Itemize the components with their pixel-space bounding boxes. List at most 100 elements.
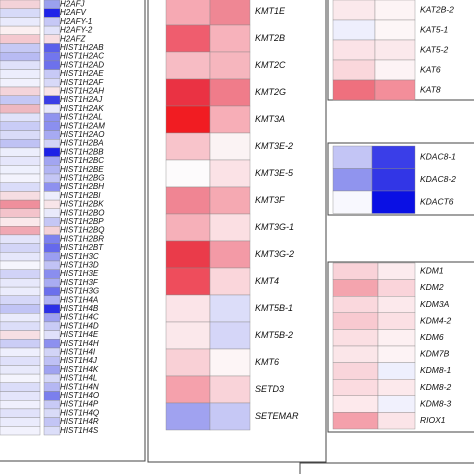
row-label: HIST1H4S xyxy=(60,426,99,435)
heatmap-cell xyxy=(43,208,61,218)
heatmap-cell xyxy=(43,373,61,384)
heatmap-cell xyxy=(0,225,41,236)
row-label: HIST1H4H xyxy=(60,339,99,348)
heatmap-cell xyxy=(43,156,61,166)
row-label: SETD3 xyxy=(255,384,284,394)
heatmap-cell xyxy=(165,78,211,107)
heatmap-cell xyxy=(43,417,61,427)
heatmap-cell xyxy=(43,243,61,253)
heatmap-cell xyxy=(43,313,61,323)
heatmap-cell xyxy=(332,362,379,380)
row-label: HIST1H2BA xyxy=(60,139,104,148)
heatmap-cell xyxy=(332,145,373,169)
row-label: KDM6 xyxy=(420,332,444,342)
row-label: HIST1H2BH xyxy=(60,182,104,191)
row-label: KAT2B-2 xyxy=(420,4,454,14)
heatmap-cell xyxy=(377,412,416,430)
heatmap-cell xyxy=(377,262,416,280)
heatmap-cell xyxy=(0,295,41,305)
heatmap-cell xyxy=(374,0,416,21)
row-label: HIST1H4N xyxy=(60,382,99,391)
heatmap-cell xyxy=(371,168,416,192)
heatmap-cell xyxy=(0,182,41,192)
heatmap-cell xyxy=(43,182,61,192)
row-label: HIST1H2BG xyxy=(60,173,104,182)
row-label: KMT3E-2 xyxy=(255,141,293,151)
heatmap-cell xyxy=(377,395,416,413)
row-label: HIST1H2AM xyxy=(60,121,105,130)
heatmap-cell xyxy=(209,267,251,296)
row-label: H2AFY-2 xyxy=(60,26,93,35)
row-label: HIST1H3G xyxy=(60,287,99,296)
heatmap-cell xyxy=(43,199,61,210)
heatmap-cell xyxy=(43,191,61,201)
heatmap-cell xyxy=(332,395,379,413)
heatmap-cell xyxy=(0,269,41,279)
heatmap-cell xyxy=(43,304,61,314)
heatmap-cell xyxy=(165,348,211,377)
row-label: HIST1H2BI xyxy=(60,191,101,200)
heatmap-cell xyxy=(0,356,41,366)
row-label: KMT3E-5 xyxy=(255,168,294,178)
row-label: KMT4 xyxy=(255,276,279,286)
heatmap-cell xyxy=(0,138,41,149)
heatmap-cell xyxy=(0,130,41,140)
heatmap-cell xyxy=(0,234,41,244)
row-label: KAT6 xyxy=(420,64,441,74)
heatmap-cell xyxy=(0,43,41,53)
row-label: H2AFZ xyxy=(60,34,86,43)
heatmap-cell xyxy=(165,267,211,296)
row-label: KMT3G-2 xyxy=(255,249,294,259)
heatmap-cell xyxy=(43,112,61,122)
heatmap-cell xyxy=(0,112,41,122)
heatmap-cell xyxy=(165,240,211,269)
panel-frame xyxy=(299,462,474,474)
heatmap-cell xyxy=(165,159,211,188)
heatmap-cell xyxy=(43,52,61,62)
row-label: HIST1H2AO xyxy=(60,130,104,139)
heatmap-cell xyxy=(209,78,251,107)
heatmap-cell xyxy=(0,17,41,27)
heatmap-cell xyxy=(43,95,61,105)
heatmap-cell xyxy=(209,51,251,80)
heatmap-cell xyxy=(209,105,251,134)
heatmap-cell xyxy=(165,321,211,350)
heatmap-cell xyxy=(209,213,251,242)
heatmap-cell xyxy=(371,145,416,169)
heatmap-cell xyxy=(332,79,376,101)
heatmap-cell xyxy=(165,213,211,242)
heatmap-cell xyxy=(332,345,379,363)
heatmap-cell xyxy=(332,59,376,81)
heatmap-cell xyxy=(0,78,41,88)
row-label: HIST1H3E xyxy=(60,269,99,278)
row-label: HIST1H2AC xyxy=(60,52,104,61)
heatmap-cell xyxy=(43,138,61,149)
panel-frame xyxy=(327,261,474,433)
heatmap-cell xyxy=(332,39,376,61)
heatmap-cell xyxy=(332,0,376,21)
row-label: HIST1H4D xyxy=(60,321,99,330)
heatmap-cell xyxy=(43,0,61,9)
row-label: KDM3A xyxy=(420,299,450,309)
heatmap-cell xyxy=(377,345,416,363)
heatmap-cell xyxy=(0,8,41,18)
row-label: HIST1H2BR xyxy=(60,234,104,243)
heatmap-cell xyxy=(43,269,61,279)
panel-frame xyxy=(327,142,474,216)
heatmap-cell xyxy=(43,25,61,36)
heatmap-cell xyxy=(0,321,41,331)
row-label: KMT5B-2 xyxy=(255,330,293,340)
heatmap-cell xyxy=(0,243,41,253)
heatmap-cell xyxy=(43,295,61,305)
heatmap-cell xyxy=(377,329,416,347)
row-label: HIST1H2BT xyxy=(60,243,104,252)
row-label: KAT8 xyxy=(420,84,441,94)
heatmap-cell xyxy=(0,400,41,410)
heatmap-cell xyxy=(165,132,211,161)
row-label: KDM7B xyxy=(420,349,450,359)
row-label: HIST1H2BB xyxy=(60,147,104,156)
row-label: HIST1H4Q xyxy=(60,408,99,417)
row-label: HIST1H4J xyxy=(60,356,98,365)
row-label: HIST1H4R xyxy=(60,417,99,426)
row-label: KMT2B xyxy=(255,33,285,43)
